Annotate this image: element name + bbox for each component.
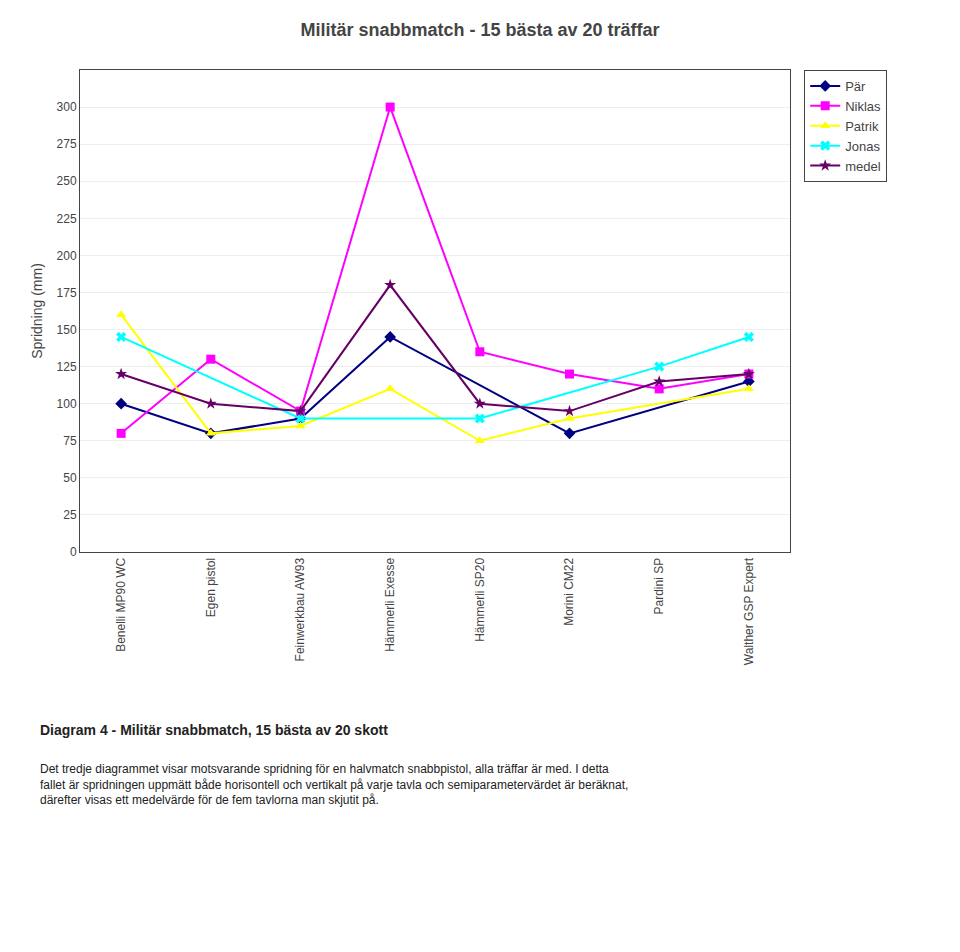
svg-text:Militär snabbmatch - 15 bästa: Militär snabbmatch - 15 bästa av 20 träf… — [300, 20, 659, 40]
svg-text:300: 300 — [57, 100, 77, 114]
svg-text:Niklas: Niklas — [845, 99, 881, 114]
svg-text:medel: medel — [845, 159, 881, 174]
svg-text:Benelli MP90 WC: Benelli MP90 WC — [114, 557, 128, 651]
svg-text:Pardini SP: Pardini SP — [652, 558, 666, 615]
svg-text:100: 100 — [57, 397, 77, 411]
svg-text:175: 175 — [57, 286, 77, 300]
svg-text:Morini CM22: Morini CM22 — [562, 557, 576, 625]
svg-text:Egen pistol: Egen pistol — [204, 558, 218, 617]
svg-text:50: 50 — [63, 471, 77, 485]
svg-text:75: 75 — [63, 434, 77, 448]
svg-text:Hämmerli SP20: Hämmerli SP20 — [473, 557, 487, 641]
svg-text:Diagram 4 - Militär snabbmatch: Diagram 4 - Militär snabbmatch, 15 bästa… — [40, 722, 388, 738]
svg-text:Hämmerli Exesse: Hämmerli Exesse — [383, 557, 397, 651]
svg-text:250: 250 — [57, 174, 77, 188]
svg-text:Walther GSP Expert: Walther GSP Expert — [742, 557, 756, 665]
svg-text:Feinwerkbau AW93: Feinwerkbau AW93 — [293, 557, 307, 661]
svg-text:150: 150 — [57, 323, 77, 337]
svg-text:275: 275 — [57, 137, 77, 151]
svg-text:Det tredje diagrammet visar mo: Det tredje diagrammet visar motsvarande … — [40, 762, 628, 807]
svg-text:225: 225 — [57, 212, 77, 226]
svg-text:0: 0 — [70, 545, 77, 559]
svg-text:200: 200 — [57, 249, 77, 263]
svg-text:Jonas: Jonas — [845, 139, 880, 154]
svg-text:Spridning (mm): Spridning (mm) — [29, 263, 45, 359]
svg-text:Pär: Pär — [845, 79, 866, 94]
svg-text:Patrik: Patrik — [845, 119, 879, 134]
svg-text:25: 25 — [63, 508, 77, 522]
svg-text:125: 125 — [57, 360, 77, 374]
